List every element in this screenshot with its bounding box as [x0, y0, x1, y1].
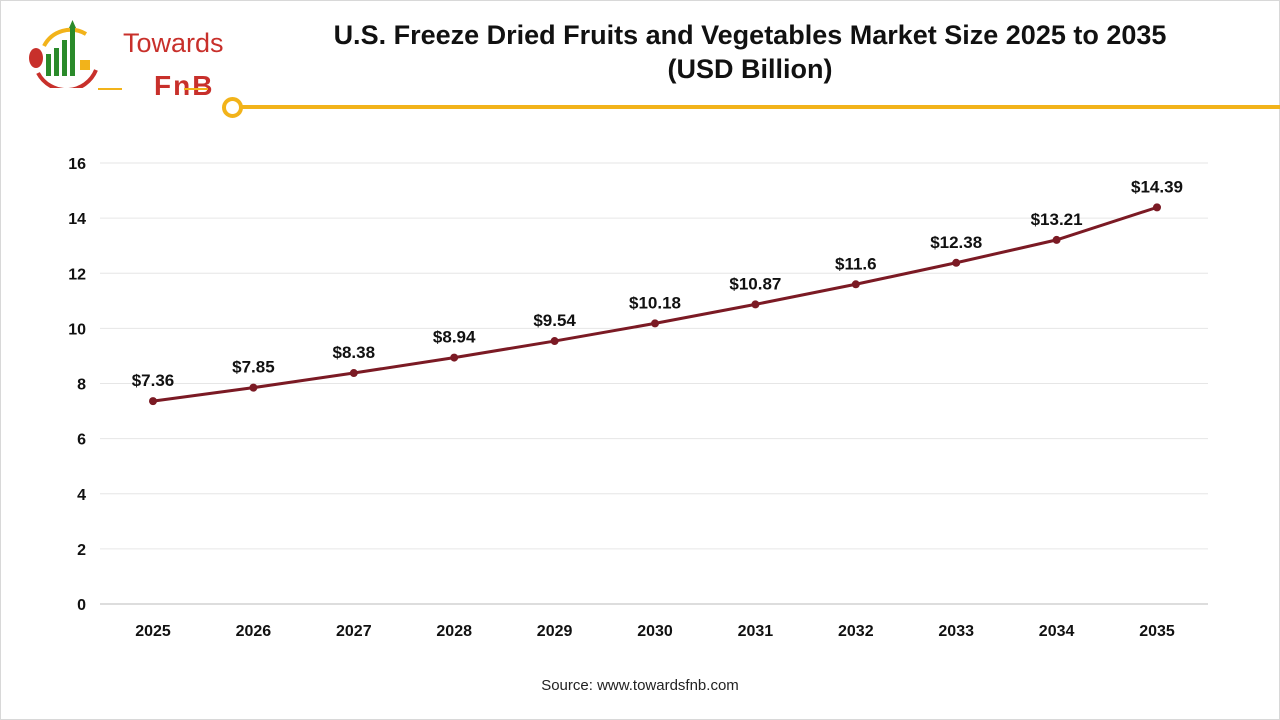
- data-label: $12.38: [930, 233, 982, 252]
- data-label: $14.39: [1131, 177, 1183, 196]
- data-label: $7.85: [232, 358, 275, 377]
- x-tick-label: 2025: [135, 623, 171, 640]
- y-tick-label: 12: [68, 266, 86, 283]
- source-text: Source: www.towardsfnb.com: [541, 677, 739, 694]
- data-label: $13.21: [1031, 210, 1083, 229]
- y-tick-label: 6: [77, 432, 86, 449]
- y-tick-label: 2: [77, 542, 86, 559]
- x-tick-label: 2032: [838, 623, 874, 640]
- data-point: [651, 319, 659, 328]
- y-tick-label: 16: [68, 156, 86, 173]
- data-label: $11.6: [835, 254, 877, 273]
- logo-text-fnb: FnB: [154, 70, 215, 101]
- data-point: [249, 383, 258, 392]
- data-label: $10.87: [729, 274, 781, 293]
- data-point: [851, 280, 860, 289]
- logo-dash: [98, 88, 122, 90]
- title-line-1: U.S. Freeze Dried Fruits and Vegetables …: [333, 20, 1167, 50]
- data-label: $7.36: [132, 371, 175, 390]
- title-line-2: (USD Billion): [667, 54, 833, 84]
- x-tick-label: 2026: [236, 623, 272, 640]
- x-tick-label: 2035: [1139, 623, 1175, 640]
- accent-line: [232, 105, 1280, 109]
- data-point: [1153, 203, 1161, 212]
- y-tick-label: 14: [68, 211, 86, 228]
- data-label: $9.54: [533, 311, 576, 330]
- x-tick-label: 2027: [336, 623, 372, 640]
- data-point: [1052, 235, 1061, 244]
- x-tick-label: 2029: [537, 623, 573, 640]
- data-label: $8.38: [333, 343, 376, 362]
- chart-title: U.S. Freeze Dried Fruits and Vegetables …: [250, 18, 1250, 86]
- data-label: $8.94: [433, 328, 476, 347]
- accent-dot: [222, 97, 243, 118]
- x-tick-label: 2031: [738, 623, 774, 640]
- x-tick-label: 2033: [938, 623, 974, 640]
- x-tick-label: 2030: [637, 623, 673, 640]
- y-tick-label: 0: [77, 597, 86, 614]
- x-tick-label: 2034: [1039, 623, 1075, 640]
- data-point: [952, 258, 961, 267]
- x-tick-label: 2028: [436, 623, 472, 640]
- data-point: [450, 353, 459, 362]
- logo-dash: [184, 88, 208, 90]
- data-label: $10.18: [629, 293, 681, 312]
- data-point: [550, 337, 559, 346]
- y-tick-label: 4: [77, 487, 86, 504]
- logo-icon: [29, 20, 98, 88]
- data-point: [349, 369, 358, 378]
- data-point: [751, 300, 760, 309]
- data-point: [149, 397, 157, 406]
- logo-text: Towards: [123, 28, 224, 58]
- y-tick-label: 8: [77, 377, 86, 394]
- y-tick-label: 10: [68, 321, 86, 338]
